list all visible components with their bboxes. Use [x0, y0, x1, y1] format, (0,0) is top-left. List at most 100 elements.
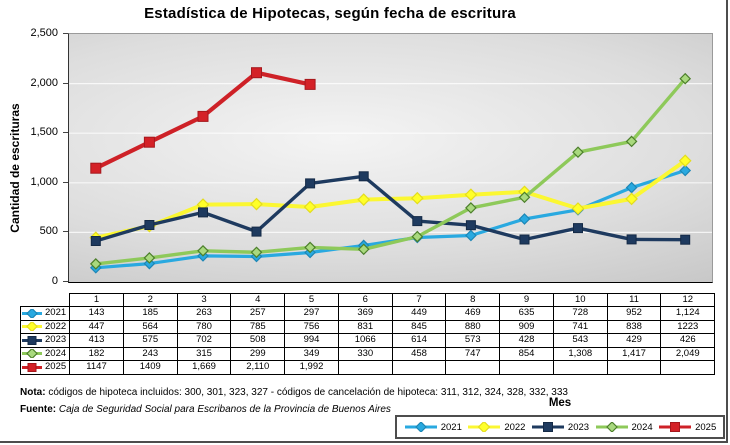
value-cell: 728	[552, 306, 608, 321]
value-cell	[499, 360, 554, 375]
value-cell: 182	[69, 346, 124, 361]
y-tick-label: 500	[39, 225, 58, 238]
y-tick-mark	[63, 132, 68, 134]
y-tick-mark	[63, 281, 68, 282]
source-line: Fuente: Caja de Seguridad Social para Es…	[20, 404, 391, 415]
value-cell: 741	[552, 319, 608, 334]
value-cell	[552, 360, 608, 375]
month-header-cell: 8	[445, 293, 501, 307]
month-header-cell: 7	[391, 293, 447, 307]
y-tick-mark	[63, 33, 68, 34]
value-cell: 1223	[660, 319, 716, 334]
x-axis-title: Mes	[548, 397, 572, 409]
table-row-2024: 2024 182 243 315 299 349 330 458 747 854 1,308 1,41…	[19, 346, 716, 361]
table-row-2022: 2022 447 564 780 785 756 831 845 880 909 741 838 122…	[19, 319, 716, 334]
month-header-cell: 3	[176, 293, 232, 307]
value-cell	[660, 360, 716, 375]
value-cell: 564	[122, 319, 178, 334]
month-header-cell: 4	[230, 293, 286, 307]
series-name: 2021	[45, 307, 67, 319]
series-key-icon-2025	[659, 422, 692, 432]
source-text: Caja de Seguridad Social para Escribanos…	[58, 404, 391, 415]
value-cell: 702	[176, 333, 232, 348]
series-key-icon-2024	[22, 349, 42, 359]
value-cell: 2,049	[660, 346, 716, 361]
value-cell: 1,308	[552, 346, 608, 361]
y-tick-label: 2,500	[30, 27, 58, 39]
value-cell: 263	[176, 306, 232, 321]
series-key-cell-2024: 2024	[19, 346, 71, 361]
value-cell: 994	[284, 333, 339, 348]
series-name: 2022	[45, 320, 67, 332]
legend-entry-label: 2025	[695, 421, 717, 433]
series-key-icon-2025	[22, 362, 42, 372]
source-label: Fuente:	[20, 404, 57, 415]
value-cell: 614	[391, 333, 447, 348]
value-cell: 243	[122, 346, 178, 361]
series-key-cell-2022: 2022	[19, 319, 71, 334]
plot-area	[68, 33, 713, 283]
value-cell: 780	[176, 319, 232, 334]
month-header-cell: 2	[122, 293, 178, 307]
value-cell: 428	[499, 333, 554, 348]
value-cell: 369	[337, 306, 393, 321]
value-cell: 573	[445, 333, 501, 348]
note-text: códigos de hipoteca incluidos: 300, 301,…	[48, 387, 568, 398]
value-cell: 756	[284, 319, 339, 334]
legend-entry-label: 2021	[440, 421, 462, 433]
series-key-icon-2021	[22, 308, 42, 318]
series-name: 2024	[45, 347, 67, 359]
month-header-cell: 9	[499, 293, 554, 307]
series-key-icon-2024	[595, 422, 628, 432]
series-key-icon-2021	[404, 422, 437, 432]
value-cell	[606, 360, 662, 375]
value-cell: 185	[122, 306, 178, 321]
chart-lines	[69, 67, 712, 274]
value-cell: 299	[230, 346, 286, 361]
legend-entry-label: 2024	[631, 421, 653, 433]
month-header-cell: 10	[552, 293, 608, 307]
value-cell: 143	[69, 306, 124, 321]
legend-entry-2022: 2022	[467, 422, 525, 433]
y-tick-mark	[63, 181, 68, 183]
value-cell: 1066	[337, 333, 393, 348]
value-cell: 297	[284, 306, 339, 321]
y-tick-label: 0	[51, 275, 58, 287]
series-key-cell-2025: 2025	[19, 360, 71, 375]
value-cell: 845	[391, 319, 447, 334]
value-cell: 1409	[122, 360, 178, 375]
series-key-icon-2022	[468, 422, 501, 432]
value-cell: 2,110	[230, 360, 286, 375]
month-header-cell: 5	[284, 293, 339, 307]
value-cell: 635	[499, 306, 554, 321]
note-line: Nota: códigos de hipoteca incluidos: 300…	[20, 387, 568, 398]
value-cell: 458	[391, 346, 447, 361]
value-cell: 543	[552, 333, 608, 348]
value-cell: 257	[230, 306, 286, 321]
value-cell: 469	[445, 306, 501, 321]
legend-entry-2024: 2024	[595, 422, 653, 433]
chart-legend: 2021 2022 2023 2024 2025	[395, 415, 725, 439]
month-header-cell: 6	[337, 293, 393, 307]
value-cell: 952	[606, 306, 662, 321]
value-cell: 447	[69, 319, 124, 334]
series-key-icon-2023	[531, 422, 564, 432]
value-cell	[445, 360, 501, 375]
month-header-cell: 11	[606, 293, 662, 307]
value-cell: 508	[230, 333, 286, 348]
month-header-cell: 12	[660, 293, 716, 307]
y-tick-mark	[63, 82, 68, 84]
table-row-2023: 2023 413 575 702 508 994 1066 614 573 428 543 429 42…	[19, 333, 716, 348]
table-corner-cell	[21, 294, 70, 307]
value-cell: 838	[606, 319, 662, 334]
value-cell: 449	[391, 306, 447, 321]
value-cell: 1,124	[660, 306, 716, 321]
series-key-cell-2021: 2021	[19, 306, 71, 321]
series-key-cell-2023: 2023	[19, 333, 71, 348]
value-cell: 831	[337, 319, 393, 334]
value-cell	[391, 360, 447, 375]
y-tick-mark	[63, 231, 68, 233]
series-name: 2023	[45, 334, 67, 346]
value-cell: 413	[69, 333, 124, 348]
